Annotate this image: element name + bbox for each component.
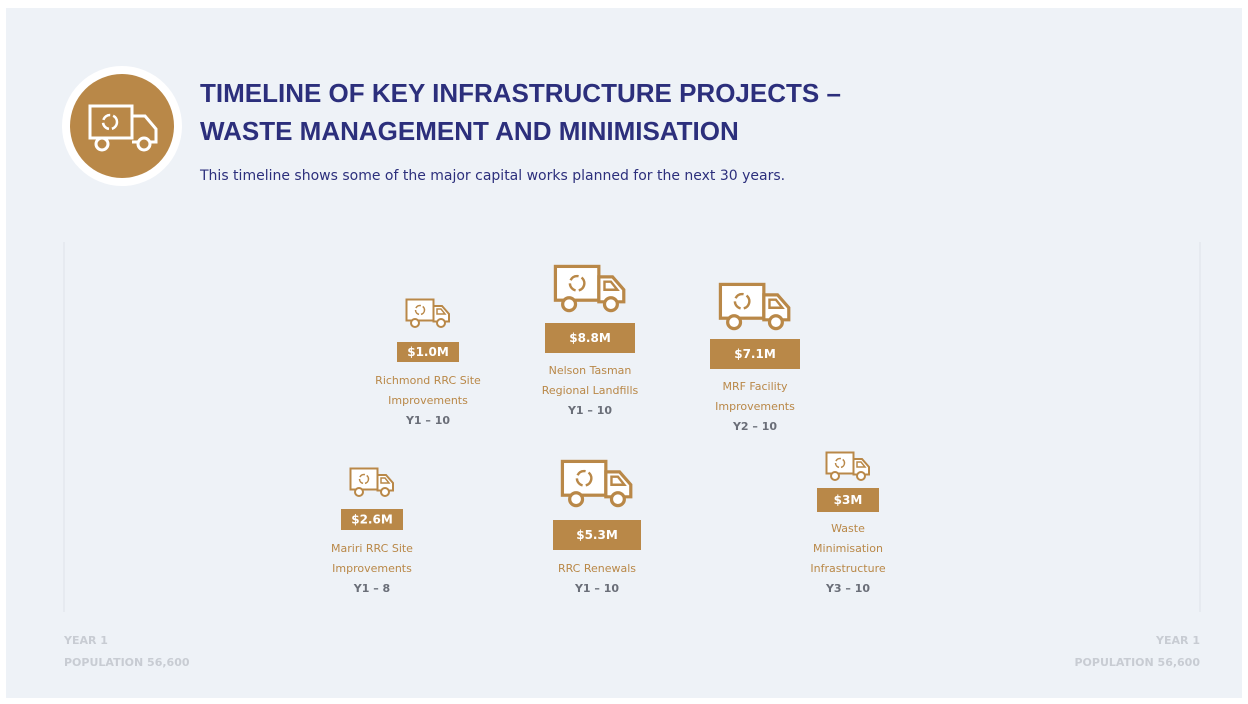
project-name: RRC Renewals <box>558 562 636 575</box>
project-years: Y1 – 10 <box>405 414 450 427</box>
cost-box <box>710 339 800 369</box>
cost-box <box>817 488 879 512</box>
badge <box>70 74 174 178</box>
title-line: TIMELINE OF KEY INFRASTRUCTURE PROJECTS … <box>200 78 841 108</box>
cost-box <box>341 509 403 530</box>
project-name: MRF Facility <box>722 380 788 393</box>
project-years: Y2 – 10 <box>732 420 777 433</box>
footer-left: POPULATION 56,600 <box>64 656 190 669</box>
footer-right: POPULATION 56,600 <box>1074 656 1200 669</box>
project-name: Improvements <box>332 562 412 575</box>
title-line: WASTE MANAGEMENT AND MINIMISATION <box>200 116 739 146</box>
project-years: Y1 – 8 <box>353 582 390 595</box>
projects: $1.0M Richmond RRC Site Improvements Y1 – 1… <box>331 264 886 595</box>
project-name: Richmond RRC Site <box>375 374 481 387</box>
cost: $8.8M <box>569 331 611 345</box>
project-years: Y3 – 10 <box>825 582 870 595</box>
cost: $7.1M <box>734 347 776 361</box>
footer-right: YEAR 1 <box>1155 634 1200 647</box>
footer-left: YEAR 1 <box>63 634 108 647</box>
badge-icon <box>88 104 158 152</box>
cost: $5.3M <box>576 528 618 542</box>
project-name: Nelson Tasman <box>549 364 632 377</box>
project-name: Regional Landfills <box>542 384 639 397</box>
project-name: Improvements <box>388 394 468 407</box>
cost-box <box>545 323 635 353</box>
project-name: Infrastructure <box>810 562 886 575</box>
cost-box <box>553 520 641 550</box>
cost-box <box>397 342 459 362</box>
cost: $2.6M <box>351 513 393 527</box>
project-name: Mariri RRC Site <box>331 542 413 555</box>
project-years: Y1 – 10 <box>574 582 619 595</box>
cost: $3M <box>834 493 863 507</box>
subtitle: This timeline shows some of the major ca… <box>199 168 785 184</box>
cost: $1.0M <box>407 345 449 359</box>
project-name: Improvements <box>715 400 795 413</box>
project-name: Minimisation <box>813 542 883 555</box>
project-years: Y1 – 10 <box>567 404 612 417</box>
project-name: Waste <box>831 522 865 535</box>
